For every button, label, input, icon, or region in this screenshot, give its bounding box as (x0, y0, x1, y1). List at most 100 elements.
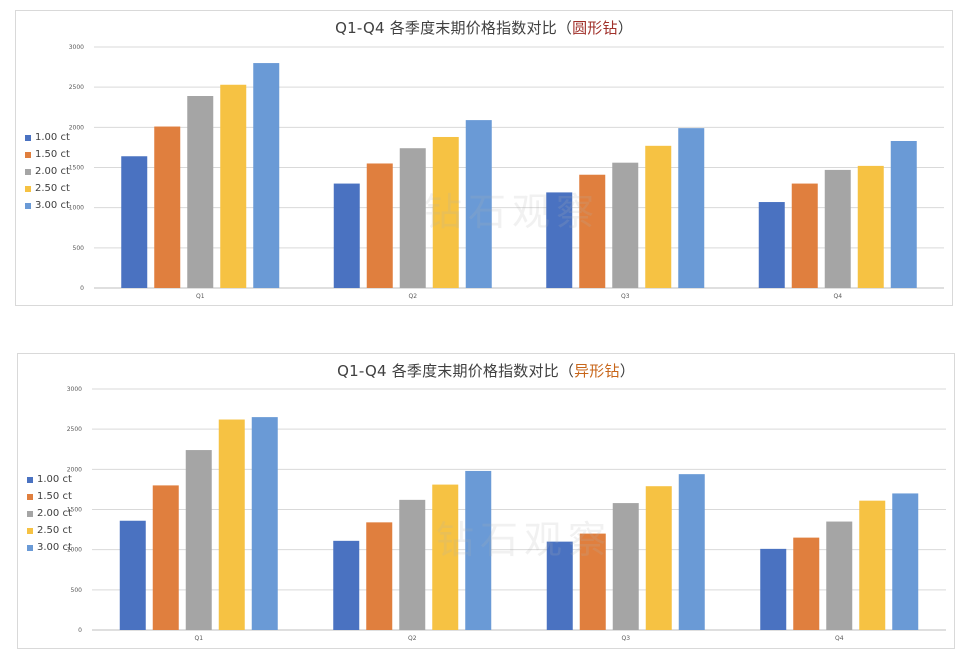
bar-q1-series-2 (185, 450, 212, 630)
bar-q2-series-1 (366, 522, 393, 630)
bar-q3-series-0 (546, 541, 573, 630)
legend-swatch (25, 168, 31, 175)
round-diamond-chart-panel: 0 500 1000 1500 2000 2500 3000 Q1 Q2 Q3 Q4 Q1-Q4 各… (15, 10, 953, 306)
bar-q4-series-3 (859, 500, 886, 630)
legend-swatch (27, 493, 33, 500)
bar-q2-series-4 (465, 120, 492, 288)
legend-item: 1.00 ct (25, 129, 70, 146)
legend-item: 1.50 ct (25, 146, 70, 163)
legend-label: 2.50 ct (35, 183, 70, 194)
legend-swatch (27, 544, 33, 551)
chart-title-suffix: ） (617, 19, 633, 37)
legend-swatch (27, 476, 33, 483)
chart-title-highlight: 圆形钻 (572, 19, 618, 37)
bar-q4-series-2 (826, 521, 853, 630)
x-tick-label: Q4 (835, 635, 844, 642)
chart-title-prefix: Q1-Q4 各季度末期价格指数对比（ (337, 362, 575, 380)
bar-q2-series-1 (366, 163, 393, 288)
bar-q4-series-2 (824, 169, 851, 288)
legend-label: 2.00 ct (37, 508, 72, 519)
chart-title: Q1-Q4 各季度末期价格指数对比（圆形钻） (16, 17, 952, 38)
y-tick-label: 1000 (67, 547, 82, 554)
x-tick-label: Q2 (408, 293, 417, 300)
legend-item: 3.00 ct (27, 539, 72, 556)
legend-item: 2.00 ct (25, 163, 70, 180)
bar-q4-series-0 (760, 548, 787, 630)
bar-q4-series-1 (791, 183, 818, 288)
bar-q4-series-4 (890, 140, 917, 288)
bar-q2-series-4 (465, 470, 492, 630)
x-tick-label: Q3 (621, 293, 630, 300)
bar-q3-series-1 (579, 533, 606, 630)
legend-label: 1.50 ct (37, 491, 72, 502)
chart-title-suffix: ） (619, 362, 635, 380)
legend-item: 3.00 ct (25, 197, 70, 214)
bar-q4-series-0 (758, 202, 785, 288)
legend-swatch (27, 510, 33, 517)
chart-title: Q1-Q4 各季度末期价格指数对比（异形钻） (18, 360, 954, 381)
bar-q2-series-2 (399, 148, 426, 288)
bar-q1-series-0 (119, 520, 146, 630)
y-tick-label: 1500 (69, 165, 84, 172)
x-tick-label: Q3 (621, 635, 630, 642)
x-tick-label: Q1 (194, 635, 203, 642)
bar-q1-series-2 (187, 96, 214, 289)
bar-q3-series-0 (546, 192, 573, 288)
legend-item: 2.00 ct (27, 505, 72, 522)
bar-q2-series-2 (399, 499, 426, 630)
y-tick-label: 2000 (67, 466, 82, 473)
bar-q3-series-4 (678, 128, 705, 288)
legend-label: 1.00 ct (37, 474, 72, 485)
y-tick-label: 3000 (67, 386, 82, 393)
chart-legend: 1.00 ct 1.50 ct 2.00 ct 2.50 ct 3.00 ct (25, 129, 70, 214)
y-tick-label: 3000 (69, 44, 84, 51)
y-tick-label: 500 (71, 587, 83, 594)
bar-q2-series-0 (333, 540, 360, 630)
y-tick-label: 2000 (69, 124, 84, 131)
round-diamond-bar-chart: 0 500 1000 1500 2000 2500 3000 Q1 Q2 Q3 Q4 (69, 44, 944, 300)
chart-title-prefix: Q1-Q4 各季度末期价格指数对比（ (335, 19, 573, 37)
legend-swatch (25, 151, 31, 158)
x-tick-label: Q4 (833, 293, 842, 300)
y-tick-label: 0 (78, 627, 82, 634)
legend-swatch (25, 202, 31, 209)
legend-label: 3.00 ct (37, 542, 72, 553)
bar-q4-series-1 (793, 537, 820, 630)
fancy-diamond-chart-panel: 0 500 1000 1500 2000 2500 3000 Q1 Q2 Q3 Q4 Q1-Q4 各… (17, 353, 955, 649)
bar-q1-series-1 (152, 485, 179, 630)
bar-q1-series-3 (218, 419, 245, 630)
bar-q3-series-1 (579, 174, 606, 288)
chart-legend: 1.00 ct 1.50 ct 2.00 ct 2.50 ct 3.00 ct (27, 471, 72, 556)
bar-q2-series-0 (333, 183, 360, 288)
bar-q4-series-4 (892, 493, 919, 630)
bar-q3-series-4 (678, 474, 705, 630)
legend-label: 1.00 ct (35, 132, 70, 143)
legend-label: 2.00 ct (35, 166, 70, 177)
legend-label: 1.50 ct (35, 149, 70, 160)
y-tick-label: 0 (80, 285, 84, 292)
bar-q2-series-3 (432, 484, 459, 630)
y-tick-label: 2500 (69, 84, 84, 91)
bar-q1-series-0 (121, 156, 148, 288)
bar-q3-series-3 (645, 145, 672, 288)
bar-q1-series-3 (220, 84, 247, 288)
y-tick-label: 500 (73, 245, 85, 252)
bar-q3-series-2 (612, 503, 639, 630)
bar-q3-series-2 (612, 162, 639, 288)
y-tick-label: 1000 (69, 205, 84, 212)
legend-item: 1.50 ct (27, 488, 72, 505)
fancy-diamond-bar-chart: 0 500 1000 1500 2000 2500 3000 Q1 Q2 Q3 Q4 (67, 386, 946, 642)
chart-title-highlight: 异形钻 (574, 362, 620, 380)
bar-q2-series-3 (432, 136, 459, 288)
y-tick-label: 1500 (67, 507, 82, 514)
x-tick-label: Q2 (408, 635, 417, 642)
legend-swatch (25, 185, 31, 192)
legend-label: 2.50 ct (37, 525, 72, 536)
bar-q3-series-3 (645, 486, 672, 630)
legend-item: 2.50 ct (25, 180, 70, 197)
bar-q1-series-4 (253, 63, 280, 288)
bar-q1-series-1 (154, 126, 181, 288)
y-tick-label: 2500 (67, 426, 82, 433)
x-tick-label: Q1 (196, 293, 205, 300)
bar-q4-series-3 (857, 165, 884, 288)
